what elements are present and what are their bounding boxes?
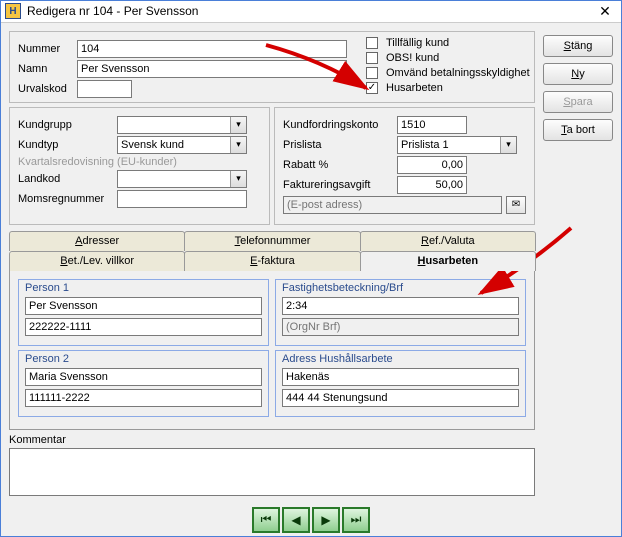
chevron-down-icon	[230, 137, 246, 153]
kundgrupp-select[interactable]	[117, 116, 247, 134]
kundfordring-input[interactable]	[397, 116, 467, 134]
person1-fieldset: Person 1	[18, 279, 269, 346]
kundfordring-label: Kundfordringskonto	[283, 119, 393, 131]
nav-bar: ⏮ ◀ ▶ ⏭	[1, 504, 621, 536]
main-area: Nummer Namn Urvalskod Tillfällig kund OB…	[9, 31, 535, 496]
obs-checkbox[interactable]	[366, 52, 378, 64]
window: H Redigera nr 104 - Per Svensson ✕ Numme…	[0, 0, 622, 537]
last-icon: ⏭	[351, 512, 362, 527]
nav-prev-button[interactable]: ◀	[282, 507, 310, 533]
fastighet-fieldset: Fastighetsbeteckning/Brf	[275, 279, 526, 346]
person2-fieldset: Person 2	[18, 350, 269, 417]
tab-husarbeten[interactable]: Husarbeten	[360, 251, 536, 271]
nav-last-button[interactable]: ⏭	[342, 507, 370, 533]
prev-icon: ◀	[291, 513, 300, 527]
checkbox-group: Tillfällig kund OBS! kund Omvänd betalni…	[366, 36, 530, 96]
landkod-select[interactable]	[117, 170, 247, 188]
mid-groups: Kundgrupp Kundtyp Svensk kund Kvartalsre…	[9, 107, 535, 229]
tillfallig-checkbox[interactable]	[366, 37, 378, 49]
fakt-label: Faktureringsavgift	[283, 179, 393, 191]
save-button[interactable]: Spara	[543, 91, 613, 113]
right-group: Kundfordringskonto Prislista Prislista 1…	[274, 107, 535, 225]
tab-row-2: Bet./Lev. villkor E-E-fakturafaktura Hus…	[9, 251, 535, 271]
app-icon: H	[5, 3, 21, 19]
person2-pnr-input[interactable]	[25, 389, 262, 407]
dialog-body: Nummer Namn Urvalskod Tillfällig kund OB…	[1, 23, 621, 504]
mail-icon: ✉	[512, 199, 520, 210]
delete-button[interactable]: Ta bort	[543, 119, 613, 141]
adress-legend: Adress Hushållsarbete	[282, 353, 519, 365]
tab-row-1: Adresser Telefonnummer Ref./Valuta	[9, 231, 535, 251]
titlebar: H Redigera nr 104 - Per Svensson ✕	[1, 1, 621, 23]
close-button[interactable]: Stäng	[543, 35, 613, 57]
kundtyp-label: Kundtyp	[18, 139, 113, 151]
person1-name-input[interactable]	[25, 297, 262, 315]
adress2-input[interactable]	[282, 389, 519, 407]
kundtyp-select[interactable]: Svensk kund	[117, 136, 247, 154]
next-icon: ▶	[321, 513, 330, 527]
top-group: Nummer Namn Urvalskod Tillfällig kund OB…	[9, 31, 535, 103]
tab-telefon[interactable]: Telefonnummer	[184, 231, 360, 251]
adress1-input[interactable]	[282, 368, 519, 386]
person2-name-input[interactable]	[25, 368, 262, 386]
person1-pnr-input[interactable]	[25, 318, 262, 336]
momsreg-input[interactable]	[117, 190, 247, 208]
first-icon: ⏮	[261, 512, 272, 527]
kvartals-label: Kvartalsredovisning (EU-kunder)	[18, 156, 177, 168]
prislista-select[interactable]: Prislista 1	[397, 136, 517, 154]
fastighet-legend: Fastighetsbeteckning/Brf	[282, 282, 519, 294]
mail-button[interactable]: ✉	[506, 196, 526, 214]
omvand-checkbox[interactable]	[366, 67, 378, 79]
husarbeten-chk-label: Husarbeten	[386, 82, 443, 94]
fastighet-orgnr-input[interactable]	[282, 318, 519, 336]
namn-input[interactable]	[77, 60, 347, 78]
window-title: Redigera nr 104 - Per Svensson	[27, 4, 593, 18]
kommentar-textarea[interactable]	[9, 448, 535, 496]
rabatt-input[interactable]	[397, 156, 467, 174]
husarbeten-checkbox[interactable]: ✓	[366, 82, 378, 94]
person2-legend: Person 2	[25, 353, 262, 365]
kommentar-section: Kommentar	[9, 434, 535, 496]
fastighet-input[interactable]	[282, 297, 519, 315]
kommentar-label: Kommentar	[9, 434, 535, 446]
chevron-down-icon	[230, 171, 246, 187]
tab-refvaluta[interactable]: Ref./Valuta	[360, 231, 536, 251]
nav-next-button[interactable]: ▶	[312, 507, 340, 533]
tab-efaktura[interactable]: E-E-fakturafaktura	[184, 251, 360, 271]
chevron-down-icon	[500, 137, 516, 153]
nav-first-button[interactable]: ⏮	[252, 507, 280, 533]
new-button[interactable]: Ny	[543, 63, 613, 85]
fakt-input[interactable]	[397, 176, 467, 194]
tabs: Adresser Telefonnummer Ref./Valuta Bet./…	[9, 231, 535, 430]
urvalskod-input[interactable]	[77, 80, 132, 98]
adress-fieldset: Adress Hushållsarbete	[275, 350, 526, 417]
nummer-input[interactable]	[77, 40, 347, 58]
namn-label: Namn	[18, 63, 73, 75]
chevron-down-icon	[230, 117, 246, 133]
urvalskod-label: Urvalskod	[18, 83, 73, 95]
kundgrupp-label: Kundgrupp	[18, 119, 113, 131]
landkod-label: Landkod	[18, 173, 113, 185]
tillfallig-label: Tillfällig kund	[386, 37, 449, 49]
nummer-label: Nummer	[18, 43, 73, 55]
person1-legend: Person 1	[25, 282, 262, 294]
momsreg-label: Momsregnummer	[18, 193, 113, 205]
tab-adresser[interactable]: Adresser	[9, 231, 185, 251]
prislista-label: Prislista	[283, 139, 393, 151]
obs-label: OBS! kund	[386, 52, 439, 64]
left-group: Kundgrupp Kundtyp Svensk kund Kvartalsre…	[9, 107, 270, 225]
omvand-label: Omvänd betalningsskyldighet	[386, 67, 530, 79]
side-buttons: Stäng Ny Spara Ta bort	[543, 31, 613, 496]
rabatt-label: Rabatt %	[283, 159, 393, 171]
tab-panel-husarbeten: Person 1 Person 2	[9, 270, 535, 430]
close-icon[interactable]: ✕	[593, 3, 617, 20]
epost-input[interactable]	[283, 196, 502, 214]
tab-betlev[interactable]: Bet./Lev. villkor	[9, 251, 185, 271]
